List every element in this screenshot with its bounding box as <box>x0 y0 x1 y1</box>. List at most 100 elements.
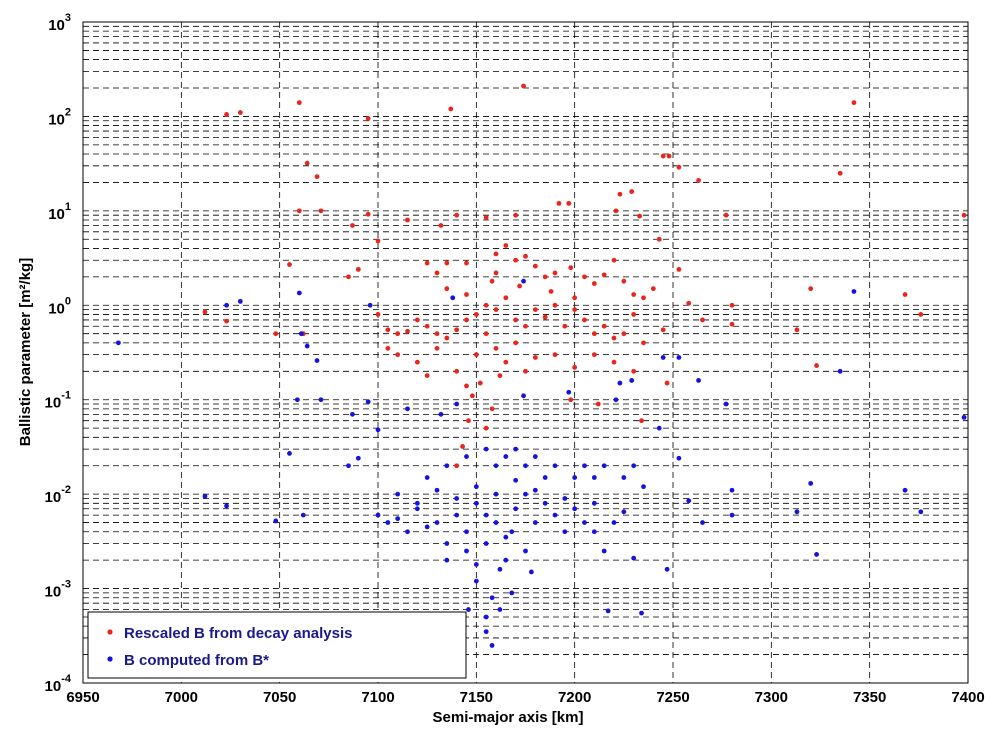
point <box>562 496 568 501</box>
point <box>483 215 489 220</box>
point <box>454 212 460 218</box>
point <box>493 520 499 525</box>
point <box>367 302 373 308</box>
point <box>611 359 617 365</box>
point <box>503 454 509 459</box>
point <box>794 509 800 515</box>
point <box>631 463 637 469</box>
point <box>450 295 456 301</box>
point <box>591 475 597 480</box>
point <box>566 389 572 395</box>
plot-frame <box>82 21 969 684</box>
point <box>296 100 302 106</box>
point <box>729 487 735 493</box>
point <box>629 378 635 383</box>
point <box>631 555 637 561</box>
point <box>521 83 526 89</box>
point <box>542 500 548 506</box>
x-tick-label: 6950 <box>66 689 99 706</box>
point <box>568 265 574 271</box>
point <box>454 463 460 469</box>
point <box>562 529 568 535</box>
point <box>542 274 548 280</box>
point <box>395 491 401 497</box>
point <box>808 286 814 292</box>
point <box>346 274 351 280</box>
point <box>464 317 469 323</box>
point <box>489 406 495 412</box>
y-tick-exponent: 2 <box>65 106 71 118</box>
x-tick-label: 7150 <box>460 689 493 706</box>
point <box>591 352 597 358</box>
point <box>314 358 320 363</box>
point <box>814 363 819 368</box>
point <box>918 509 924 515</box>
point <box>375 312 381 317</box>
point <box>405 328 410 334</box>
point <box>591 331 597 337</box>
point <box>503 243 509 248</box>
point <box>346 463 351 469</box>
point <box>395 516 401 522</box>
point <box>424 260 430 266</box>
point <box>304 343 310 349</box>
point <box>548 289 554 294</box>
point <box>483 512 489 518</box>
point <box>729 302 735 308</box>
point <box>438 223 444 228</box>
point <box>918 312 924 317</box>
point <box>601 323 607 329</box>
point <box>483 614 489 620</box>
point <box>572 475 578 480</box>
point <box>621 475 627 480</box>
point <box>513 212 519 218</box>
point <box>237 110 243 115</box>
point <box>424 475 430 480</box>
point <box>696 378 701 383</box>
point <box>837 368 843 374</box>
point <box>601 272 607 278</box>
point <box>532 263 538 269</box>
point <box>473 562 479 567</box>
point <box>454 368 460 374</box>
point <box>497 607 503 612</box>
point <box>489 643 495 648</box>
point <box>582 317 587 323</box>
point <box>523 491 528 497</box>
point <box>556 200 562 206</box>
point <box>405 406 410 412</box>
point <box>503 534 509 540</box>
point <box>424 323 430 329</box>
point <box>493 307 499 313</box>
point <box>808 480 814 486</box>
y-tick-base: 10 <box>45 489 62 506</box>
point <box>851 289 857 294</box>
point <box>434 487 440 493</box>
point <box>414 359 420 365</box>
y-tick-exponent: 0 <box>65 295 71 307</box>
y-tick-exponent: 1 <box>65 201 71 213</box>
point <box>224 503 229 509</box>
point <box>444 260 450 266</box>
point <box>509 529 515 535</box>
point <box>641 295 646 301</box>
point <box>318 208 324 214</box>
point <box>961 414 967 420</box>
x-tick-label: 7400 <box>951 689 984 706</box>
point <box>961 212 967 218</box>
x-tick-label: 7000 <box>165 689 198 706</box>
point <box>572 364 578 370</box>
point <box>460 444 465 449</box>
point <box>686 498 692 504</box>
point <box>621 278 627 284</box>
point <box>287 451 292 456</box>
point <box>631 312 637 317</box>
point <box>532 487 538 493</box>
point <box>641 484 646 490</box>
point <box>473 312 479 317</box>
point <box>595 401 601 407</box>
point <box>552 352 558 358</box>
point <box>493 463 499 469</box>
point <box>434 331 440 337</box>
point <box>448 106 454 112</box>
